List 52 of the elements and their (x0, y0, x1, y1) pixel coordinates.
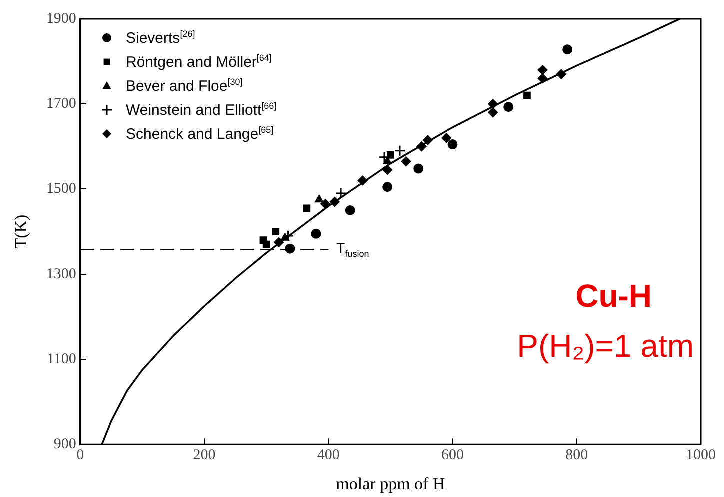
point (414, 164, 424, 174)
y-tick-label: 1900 (46, 10, 76, 27)
point (274, 237, 284, 248)
point (524, 92, 531, 100)
point (416, 142, 427, 152)
point (382, 165, 393, 176)
point (320, 199, 331, 210)
point (401, 156, 412, 167)
point (394, 145, 406, 157)
legend-label: Weinstein and Elliott$^{[66]}$ (126, 101, 277, 119)
legend-label: Sieverts$^{[26]}$ (126, 29, 196, 47)
x-tick-label: 600 (442, 448, 464, 464)
point (311, 228, 322, 239)
legend-label: Röntgen and Möller$^{[64]}$ (126, 53, 272, 71)
annotation: Cu-H (576, 278, 652, 315)
legend-label: Schenck and Lange$^{[65]}$ (126, 125, 274, 143)
point (280, 233, 290, 241)
x-tick-label: 400 (317, 448, 340, 464)
point (345, 206, 356, 216)
point (335, 188, 347, 200)
y-tick-label: 1700 (46, 96, 76, 112)
point (556, 69, 566, 80)
point (422, 135, 433, 146)
point (442, 133, 452, 144)
x-tick-label: 200 (193, 448, 216, 464)
point (387, 152, 394, 159)
point (488, 99, 498, 110)
point (538, 74, 548, 84)
point (330, 197, 340, 208)
point (538, 65, 548, 76)
y-tick-label: 1500 (46, 181, 76, 198)
annotation: P(H₂)=1 atm (517, 328, 694, 365)
point (358, 176, 368, 186)
point (262, 240, 270, 248)
point (303, 204, 311, 212)
x-axis-title: molar ppm of H (336, 474, 446, 494)
point (382, 182, 393, 192)
point (488, 108, 498, 118)
y-axis-title: T(K) (12, 214, 31, 249)
point (272, 228, 280, 236)
point (314, 194, 324, 203)
x-tick-label: 1000 (686, 448, 716, 464)
x-tick-label: 0 (76, 448, 84, 464)
point (448, 140, 458, 150)
legend-label: Bever and Floe$^{[30]}$ (126, 77, 243, 95)
ref-line-label: T$_{fusion}$ (336, 240, 370, 258)
x-tick-label: 800 (566, 448, 588, 464)
y-tick-label: 1100 (46, 351, 76, 368)
y-tick-label: 1300 (46, 266, 76, 282)
point (562, 44, 573, 55)
y-tick-label: 900 (54, 436, 76, 453)
point (504, 102, 514, 112)
